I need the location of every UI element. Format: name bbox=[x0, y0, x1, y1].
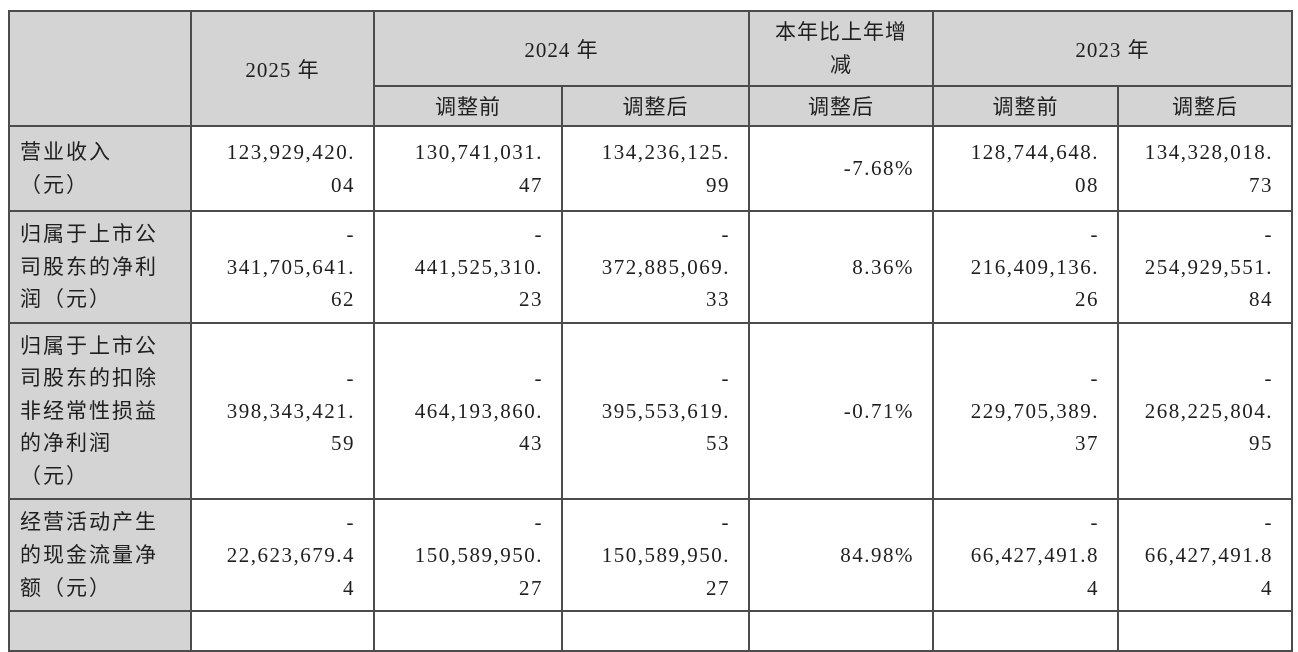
cell-net-profit-2024-pre: - 441,525,310. 23 bbox=[373, 210, 563, 324]
cell-partial bbox=[1117, 610, 1293, 652]
row-label-net-profit-excl-nonrecurring: 归属于上市公 司股东的扣除 非经常性损益 的净利润 （元） bbox=[8, 321, 192, 501]
subheader-change-after-adjust: 调整后 bbox=[748, 85, 934, 128]
cell-cash-2023-pre: - 66,427,491.8 4 bbox=[932, 498, 1119, 613]
page: 2025 年 2024 年 本年比上年增 减 2023 年 调整前 调整后 调整… bbox=[8, 9, 1293, 652]
cell-revenue-2023-pre: 128,744,648. 08 bbox=[932, 125, 1119, 213]
cell-cash-2024-post: - 150,589,950. 27 bbox=[561, 498, 750, 613]
cell-cash-2024-pre: - 150,589,950. 27 bbox=[373, 498, 563, 613]
header-year-2024: 2024 年 bbox=[373, 9, 750, 88]
table-row-operating-cash-flow: 经营活动产生 的现金流量净 额（元） - 22,623,679.4 4 - 15… bbox=[8, 498, 1293, 613]
subheader-2024-before-adjust: 调整前 bbox=[373, 85, 563, 128]
cell-excl-2023-post: - 268,225,804. 95 bbox=[1117, 321, 1293, 501]
table-row-revenue: 营业收入 （元） 123,929,420. 04 130,741,031. 47… bbox=[8, 125, 1293, 213]
cell-partial bbox=[561, 610, 750, 652]
header-corner-cell bbox=[8, 9, 192, 128]
cell-excl-change: -0.71% bbox=[748, 321, 934, 501]
cell-cash-change: 84.98% bbox=[748, 498, 934, 613]
cell-revenue-2024-pre: 130,741,031. 47 bbox=[373, 125, 563, 213]
subheader-2024-after-adjust: 调整后 bbox=[561, 85, 750, 128]
cell-cash-2025: - 22,623,679.4 4 bbox=[190, 498, 375, 613]
header-row-years: 2025 年 2024 年 本年比上年增 减 2023 年 bbox=[8, 9, 1293, 128]
subheader-2023-after-adjust: 调整后 bbox=[1117, 85, 1293, 128]
cell-net-profit-2025: - 341,705,641. 62 bbox=[190, 210, 375, 324]
row-label-operating-cash-flow: 经营活动产生 的现金流量净 额（元） bbox=[8, 498, 192, 613]
cell-revenue-change: -7.68% bbox=[748, 125, 934, 213]
row-label-net-profit: 归属于上市公 司股东的净利 润（元） bbox=[8, 210, 192, 324]
cell-cash-2023-post: - 66,427,491.8 4 bbox=[1117, 498, 1293, 613]
cell-revenue-2023-post: 134,328,018. 73 bbox=[1117, 125, 1293, 213]
cell-revenue-2024-post: 134,236,125. 99 bbox=[561, 125, 750, 213]
financial-summary-table: 2025 年 2024 年 本年比上年增 减 2023 年 调整前 调整后 调整… bbox=[8, 9, 1293, 652]
cell-excl-2023-pre: - 229,705,389. 37 bbox=[932, 321, 1119, 501]
header-row-adjust: 调整前 调整后 调整后 调整前 调整后 bbox=[9, 85, 1293, 128]
row-label-partial bbox=[8, 610, 192, 652]
cell-excl-2024-post: - 395,553,619. 53 bbox=[561, 321, 750, 501]
table-row-partial-clipped bbox=[8, 610, 1293, 652]
table-row-net-profit-excl-nonrecurring: 归属于上市公 司股东的扣除 非经常性损益 的净利润 （元） - 398,343,… bbox=[8, 321, 1293, 501]
cell-net-profit-2024-post: - 372,885,069. 33 bbox=[561, 210, 750, 324]
cell-excl-2025: - 398,343,421. 59 bbox=[190, 321, 375, 501]
table-row-net-profit: 归属于上市公 司股东的净利 润（元） - 341,705,641. 62 - 4… bbox=[8, 210, 1293, 324]
cell-partial bbox=[190, 610, 375, 652]
header-year-2023: 2023 年 bbox=[932, 9, 1293, 88]
cell-partial bbox=[373, 610, 563, 652]
cell-excl-2024-pre: - 464,193,860. 43 bbox=[373, 321, 563, 501]
cell-net-profit-2023-post: - 254,929,551. 84 bbox=[1117, 210, 1293, 324]
subheader-2023-before-adjust: 调整前 bbox=[932, 85, 1119, 128]
header-yoy-change: 本年比上年增 减 bbox=[748, 9, 934, 88]
cell-partial bbox=[932, 610, 1119, 652]
cell-net-profit-2023-pre: - 216,409,136. 26 bbox=[932, 210, 1119, 324]
cell-partial bbox=[748, 610, 934, 652]
row-label-revenue: 营业收入 （元） bbox=[8, 125, 192, 213]
cell-net-profit-change: 8.36% bbox=[748, 210, 934, 324]
cell-revenue-2025: 123,929,420. 04 bbox=[190, 125, 375, 213]
header-year-2025: 2025 年 bbox=[190, 9, 375, 128]
